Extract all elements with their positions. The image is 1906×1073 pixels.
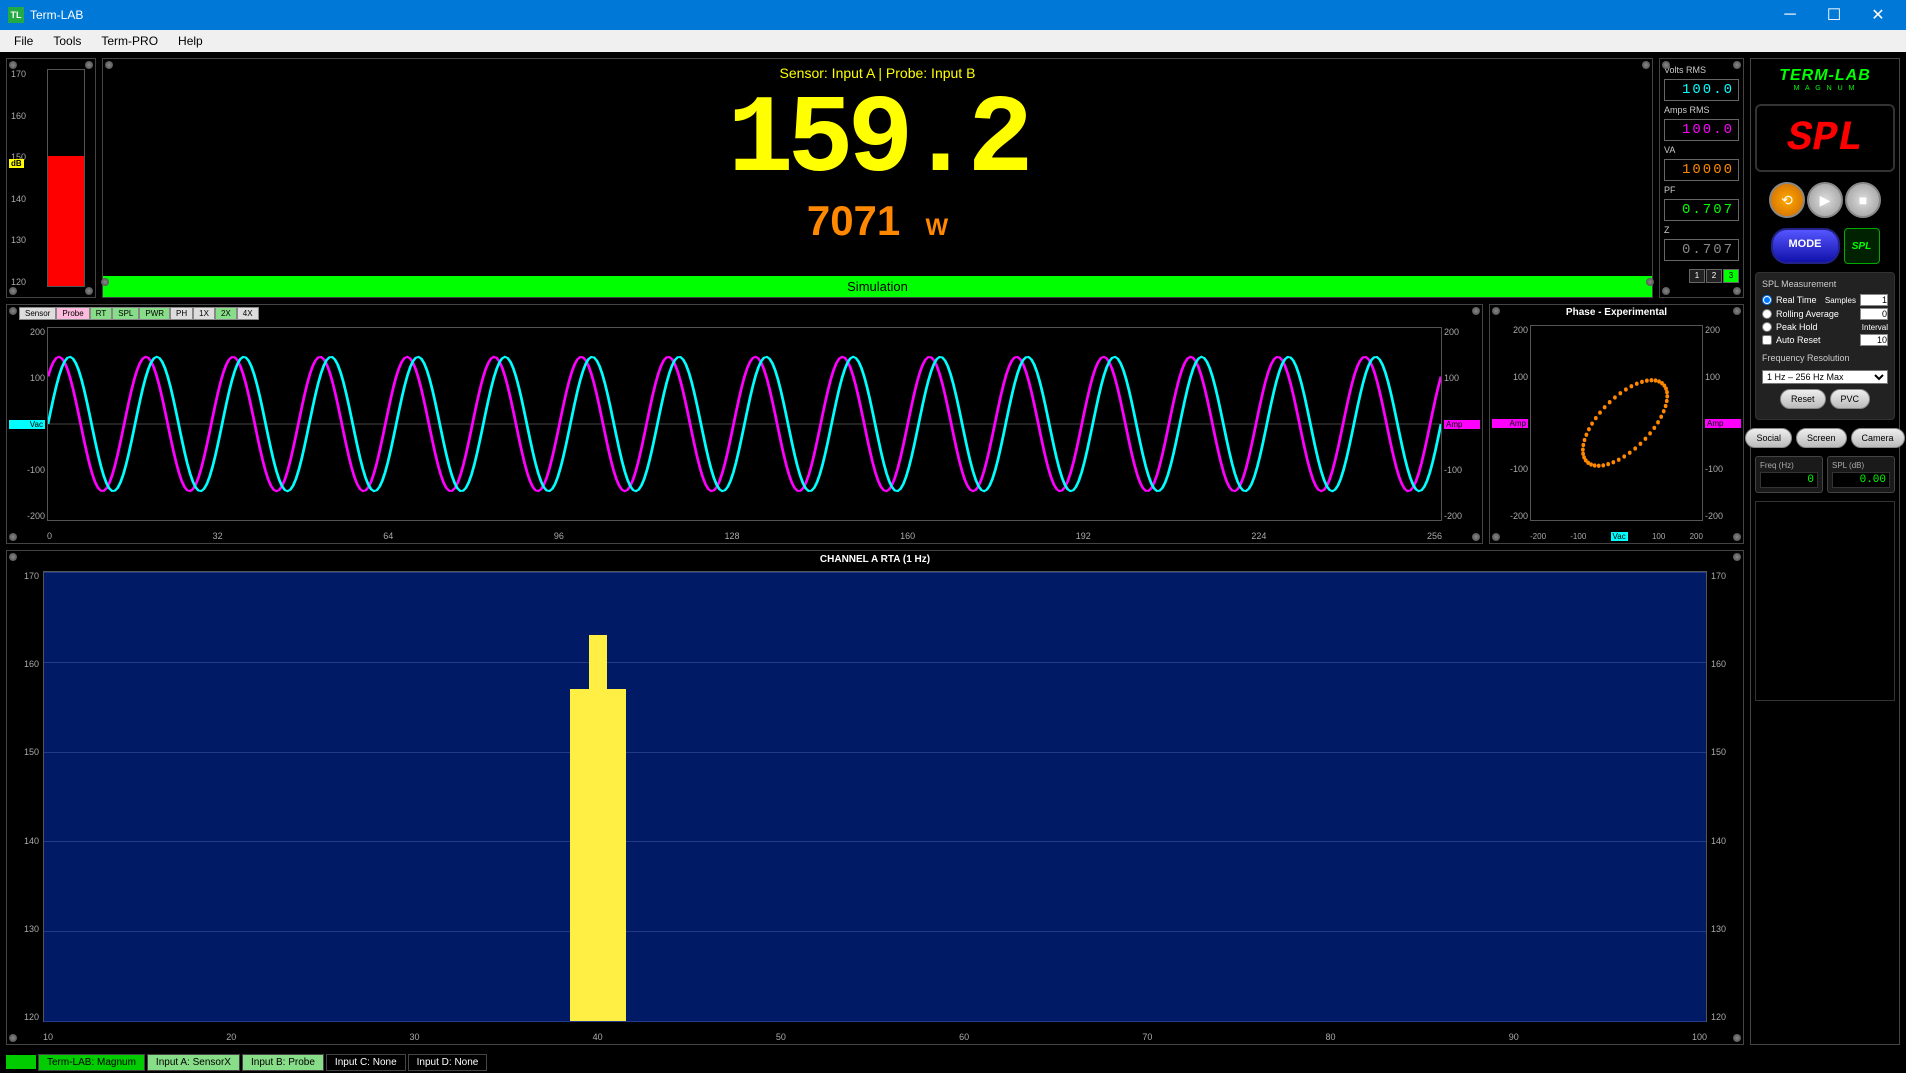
scope-tool-rt[interactable]: RT xyxy=(90,307,113,320)
readout-value-pf: 0.707 xyxy=(1664,199,1739,221)
scope-panel: SensorProbeRTSPLPWRPH1X2X4X 200100Vac-10… xyxy=(6,304,1483,544)
scope-tool-ph[interactable]: PH xyxy=(170,307,193,320)
scope-tool-1x[interactable]: 1X xyxy=(193,307,215,320)
auto-reset-value[interactable] xyxy=(1860,334,1888,346)
record-button[interactable]: ⟲ xyxy=(1769,182,1805,218)
readout-value-va: 10000 xyxy=(1664,159,1739,181)
rta-bar xyxy=(570,689,588,1021)
simulation-bar: Simulation xyxy=(103,276,1652,297)
scope-tool-pwr[interactable]: PWR xyxy=(139,307,170,320)
readout-value-z: 0.707 xyxy=(1664,239,1739,261)
auto-reset-check[interactable]: Auto Reset xyxy=(1762,335,1821,345)
pvc-button[interactable]: PVC xyxy=(1830,389,1871,409)
brand: TERM-LAB M A G N U M xyxy=(1751,59,1899,100)
readouts-panel: Volts RMS 100.0 Amps RMS 100.0 VA 10000 PF 0.70… xyxy=(1659,58,1744,298)
readout-tab-3[interactable]: 3 xyxy=(1723,269,1739,283)
status-input-b: Input B: Probe xyxy=(242,1054,324,1071)
freq-res-label: Frequency Resolution xyxy=(1762,353,1888,363)
rta-bar xyxy=(589,635,607,1021)
brand-name: TERM-LAB xyxy=(1759,67,1891,85)
phase-display xyxy=(1530,325,1703,521)
readout-label-volts-rms: Volts RMS xyxy=(1664,65,1739,75)
menu-help[interactable]: Help xyxy=(168,32,213,50)
watts-unit: W xyxy=(926,214,949,241)
play-button[interactable]: ▶ xyxy=(1807,182,1843,218)
empty-area xyxy=(1755,501,1895,701)
scope-tool-spl[interactable]: SPL xyxy=(112,307,139,320)
menu-file[interactable]: File xyxy=(4,32,43,50)
readout-label-va: VA xyxy=(1664,145,1739,155)
scope-toolbar: SensorProbeRTSPLPWRPH1X2X4X xyxy=(19,307,259,320)
auto-reset-label: Auto Reset xyxy=(1776,335,1821,345)
phase-panel: Phase - Experimental 200100Amp-100-200 2… xyxy=(1489,304,1744,544)
db-bar-container xyxy=(47,69,85,287)
menu-tools[interactable]: Tools xyxy=(43,32,91,50)
spl-reading: 159.2 xyxy=(103,87,1652,197)
status-input-d: Input D: None xyxy=(408,1054,488,1071)
freq-label: Freq (Hz) xyxy=(1760,461,1818,470)
radio-real-time[interactable]: Real Time xyxy=(1762,295,1817,305)
rta-panel: CHANNEL A RTA (1 Hz) 170160150140130120 … xyxy=(6,550,1744,1045)
readout-label-z: Z xyxy=(1664,225,1739,235)
db-bar xyxy=(48,156,84,286)
radio-rolling-average[interactable]: Rolling Average xyxy=(1762,309,1839,319)
status-term-lab: Term-LAB: Magnum xyxy=(38,1054,145,1071)
readout-label-pf: PF xyxy=(1664,185,1739,195)
db-unit-label: dB xyxy=(9,159,24,168)
freq-box: Freq (Hz) 0 xyxy=(1755,456,1823,493)
app-icon: TL xyxy=(8,7,24,23)
readout-value-amps-rms: 100.0 xyxy=(1664,119,1739,141)
rta-bar xyxy=(607,689,625,1021)
freq-res-select[interactable]: 1 Hz – 256 Hz Max xyxy=(1762,370,1888,384)
watts-value: 7071 xyxy=(807,197,900,244)
close-button[interactable]: ✕ xyxy=(1858,3,1898,27)
menu-term-pro[interactable]: Term-PRO xyxy=(91,32,168,50)
scope-tool-2x[interactable]: 2X xyxy=(215,307,237,320)
readout-tab-2[interactable]: 2 xyxy=(1706,269,1722,283)
window-title: Term-LAB xyxy=(30,8,83,22)
spl-indicator: SPL xyxy=(1755,104,1895,172)
reset-button[interactable]: Reset xyxy=(1780,389,1826,409)
titlebar: TL Term-LAB ─ ☐ ✕ xyxy=(0,0,1906,30)
spl-box: SPL (dB) 0.00 xyxy=(1827,456,1895,493)
brand-sub: M A G N U M xyxy=(1759,85,1891,92)
phase-title: Phase - Experimental xyxy=(1490,305,1743,320)
status-input-c: Input C: None xyxy=(326,1054,406,1071)
watts-reading: 7071 W xyxy=(103,197,1652,248)
scope-tool-sensor[interactable]: Sensor xyxy=(19,307,56,320)
readout-tab-1[interactable]: 1 xyxy=(1689,269,1705,283)
control-panel: TERM-LAB M A G N U M SPL ⟲ ▶ ■ MODE SPL … xyxy=(1750,58,1900,1045)
minimize-button[interactable]: ─ xyxy=(1770,3,1810,27)
db-meter-panel: 170160150140130120 dB xyxy=(6,58,96,298)
readout-label-amps-rms: Amps RMS xyxy=(1664,105,1739,115)
rta-display xyxy=(43,571,1707,1022)
maximize-button[interactable]: ☐ xyxy=(1814,3,1854,27)
spl-badge[interactable]: SPL xyxy=(1844,228,1880,264)
spl-label: SPL (dB) xyxy=(1832,461,1890,470)
readout-value-volts-rms: 100.0 xyxy=(1664,79,1739,101)
radio-value-0[interactable] xyxy=(1860,294,1888,306)
freq-value: 0 xyxy=(1760,472,1818,488)
settings-title: SPL Measurement xyxy=(1762,279,1888,289)
spl-indicator-text: SPL xyxy=(1765,114,1885,162)
scope-tool-4x[interactable]: 4X xyxy=(237,307,259,320)
menubar: FileToolsTerm-PROHelp xyxy=(0,30,1906,52)
stop-button[interactable]: ■ xyxy=(1845,182,1881,218)
status-input-a: Input A: SensorX xyxy=(147,1054,240,1071)
camera-button[interactable]: Camera xyxy=(1851,428,1905,448)
screen-button[interactable]: Screen xyxy=(1796,428,1847,448)
scope-display xyxy=(47,327,1442,521)
radio-value-1[interactable] xyxy=(1860,308,1888,320)
social-button[interactable]: Social xyxy=(1745,428,1792,448)
simulation-label: Simulation xyxy=(847,279,908,294)
spl-value: 0.00 xyxy=(1832,472,1890,488)
radio-peak-hold[interactable]: Peak Hold xyxy=(1762,322,1818,332)
statusbar: Term-LAB: MagnumInput A: SensorXInput B:… xyxy=(0,1051,1906,1073)
main-display-panel: Sensor: Input A | Probe: Input B 159.2 7… xyxy=(102,58,1653,298)
spl-settings-group: SPL Measurement Real TimeSamplesRolling … xyxy=(1755,272,1895,420)
mode-button[interactable]: MODE xyxy=(1771,228,1840,264)
rta-title: CHANNEL A RTA (1 Hz) xyxy=(7,551,1743,568)
scope-tool-probe[interactable]: Probe xyxy=(56,307,89,320)
playback-controls: ⟲ ▶ ■ xyxy=(1751,176,1899,224)
